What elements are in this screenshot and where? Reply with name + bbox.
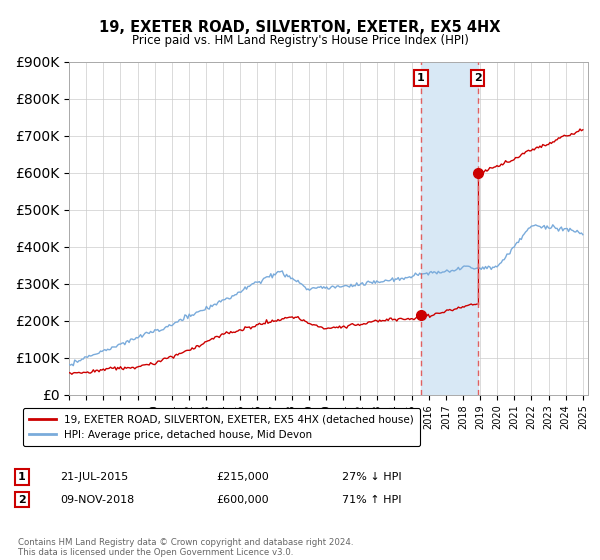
Text: Price paid vs. HM Land Registry's House Price Index (HPI): Price paid vs. HM Land Registry's House … [131,34,469,46]
Text: Contains HM Land Registry data © Crown copyright and database right 2024.
This d: Contains HM Land Registry data © Crown c… [18,538,353,557]
Text: 1: 1 [18,472,26,482]
Bar [421,62,478,395]
Text: 21-JUL-2015: 21-JUL-2015 [60,472,128,482]
Text: 2: 2 [474,73,482,83]
Text: 71% ↑ HPI: 71% ↑ HPI [342,494,401,505]
Text: 2: 2 [18,494,26,505]
Legend: 19, EXETER ROAD, SILVERTON, EXETER, EX5 4HX (detached house), HPI: Average price: 19, EXETER ROAD, SILVERTON, EXETER, EX5 … [23,408,420,446]
Text: 09-NOV-2018: 09-NOV-2018 [60,494,134,505]
Text: 27% ↓ HPI: 27% ↓ HPI [342,472,401,482]
Text: £215,000: £215,000 [216,472,269,482]
Text: 1: 1 [417,73,425,83]
Text: 19, EXETER ROAD, SILVERTON, EXETER, EX5 4HX: 19, EXETER ROAD, SILVERTON, EXETER, EX5 … [99,20,501,35]
Text: £600,000: £600,000 [216,494,269,505]
